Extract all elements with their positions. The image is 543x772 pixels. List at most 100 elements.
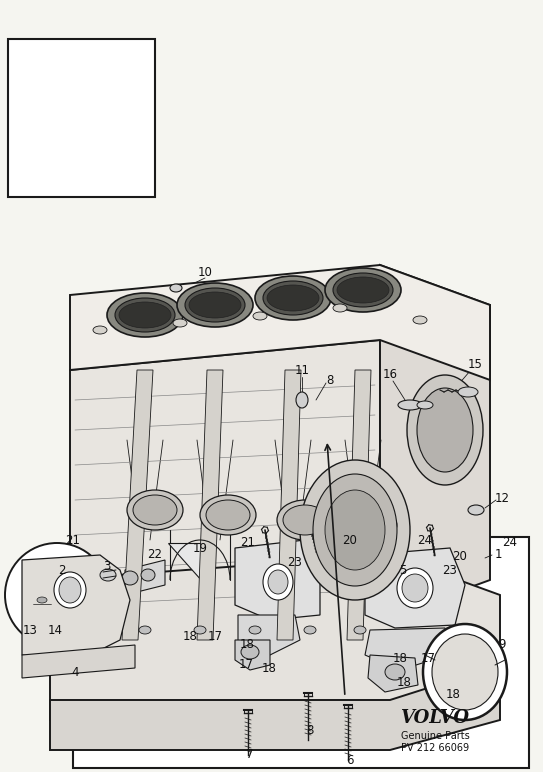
Text: 5: 5 <box>399 564 407 577</box>
Ellipse shape <box>59 574 77 586</box>
Polygon shape <box>365 548 465 628</box>
Polygon shape <box>235 640 270 670</box>
Polygon shape <box>347 370 371 640</box>
Ellipse shape <box>354 626 366 634</box>
Ellipse shape <box>170 284 182 292</box>
Ellipse shape <box>325 490 385 570</box>
Ellipse shape <box>268 570 288 594</box>
Ellipse shape <box>133 495 177 525</box>
Ellipse shape <box>304 626 316 634</box>
Text: 18: 18 <box>393 652 407 665</box>
Polygon shape <box>380 265 490 620</box>
Ellipse shape <box>333 304 347 312</box>
Ellipse shape <box>241 645 259 659</box>
Ellipse shape <box>177 283 253 327</box>
Bar <box>8 39 155 197</box>
Ellipse shape <box>300 460 410 600</box>
Ellipse shape <box>253 312 267 320</box>
Ellipse shape <box>93 326 107 334</box>
Ellipse shape <box>458 387 478 397</box>
Text: 17: 17 <box>420 652 435 665</box>
Text: 15: 15 <box>468 358 482 371</box>
Text: 23: 23 <box>288 556 302 568</box>
Text: PV 212 66069: PV 212 66069 <box>401 743 469 753</box>
Ellipse shape <box>119 302 171 328</box>
Polygon shape <box>50 665 500 750</box>
Ellipse shape <box>417 401 433 409</box>
Text: 8: 8 <box>326 374 334 387</box>
Ellipse shape <box>337 277 389 303</box>
Ellipse shape <box>127 490 183 530</box>
Text: 21: 21 <box>66 533 80 547</box>
Polygon shape <box>238 615 300 655</box>
Text: 23: 23 <box>443 564 457 577</box>
Text: 6: 6 <box>346 753 353 767</box>
Text: 9: 9 <box>498 638 506 652</box>
Polygon shape <box>277 370 301 640</box>
Text: 13: 13 <box>23 624 37 636</box>
Polygon shape <box>368 655 418 692</box>
Polygon shape <box>125 560 165 595</box>
Ellipse shape <box>249 626 261 634</box>
Ellipse shape <box>263 564 293 600</box>
Ellipse shape <box>413 316 427 324</box>
Polygon shape <box>122 370 153 640</box>
Text: 7: 7 <box>246 749 254 761</box>
Ellipse shape <box>263 281 323 315</box>
Ellipse shape <box>173 319 187 327</box>
Ellipse shape <box>122 571 138 585</box>
Text: 4: 4 <box>71 665 79 679</box>
Polygon shape <box>22 555 130 660</box>
Ellipse shape <box>385 664 405 680</box>
Ellipse shape <box>277 500 333 540</box>
Text: 20: 20 <box>452 550 468 563</box>
Text: 18: 18 <box>446 688 460 700</box>
Ellipse shape <box>255 276 331 320</box>
Ellipse shape <box>54 572 86 608</box>
Ellipse shape <box>417 388 473 472</box>
Ellipse shape <box>353 510 397 540</box>
Text: 2: 2 <box>58 564 66 577</box>
Ellipse shape <box>139 626 151 634</box>
Text: 14: 14 <box>47 624 62 636</box>
Text: 12: 12 <box>495 492 509 504</box>
Ellipse shape <box>37 597 47 603</box>
Text: 22: 22 <box>148 548 162 561</box>
Text: 18: 18 <box>262 662 276 675</box>
Ellipse shape <box>115 298 175 332</box>
Ellipse shape <box>333 273 393 307</box>
Ellipse shape <box>141 569 155 581</box>
Text: VOLVO: VOLVO <box>401 709 470 727</box>
Polygon shape <box>70 340 380 650</box>
Ellipse shape <box>33 613 47 623</box>
Text: 11: 11 <box>294 364 310 377</box>
Text: 3: 3 <box>103 560 111 573</box>
Ellipse shape <box>407 375 483 485</box>
Text: 21: 21 <box>241 537 256 550</box>
Ellipse shape <box>59 577 81 603</box>
Ellipse shape <box>63 577 73 583</box>
Ellipse shape <box>206 500 250 530</box>
Ellipse shape <box>189 292 241 318</box>
Ellipse shape <box>283 505 327 535</box>
Text: 17: 17 <box>207 631 223 644</box>
Ellipse shape <box>55 610 69 620</box>
Text: 8: 8 <box>306 723 314 736</box>
Text: 10: 10 <box>198 266 212 279</box>
Text: 1: 1 <box>494 548 502 561</box>
Text: Genuine Parts: Genuine Parts <box>401 731 469 741</box>
Text: 18: 18 <box>396 676 412 689</box>
Ellipse shape <box>432 634 498 710</box>
Ellipse shape <box>200 495 256 535</box>
Ellipse shape <box>84 626 96 634</box>
Polygon shape <box>197 370 223 640</box>
Ellipse shape <box>296 392 308 408</box>
Ellipse shape <box>267 285 319 311</box>
Text: 24: 24 <box>502 537 517 550</box>
Ellipse shape <box>194 626 206 634</box>
Polygon shape <box>50 555 500 720</box>
Ellipse shape <box>397 568 433 608</box>
Ellipse shape <box>398 400 422 410</box>
Text: 18: 18 <box>182 631 198 644</box>
Text: 16: 16 <box>382 368 397 381</box>
